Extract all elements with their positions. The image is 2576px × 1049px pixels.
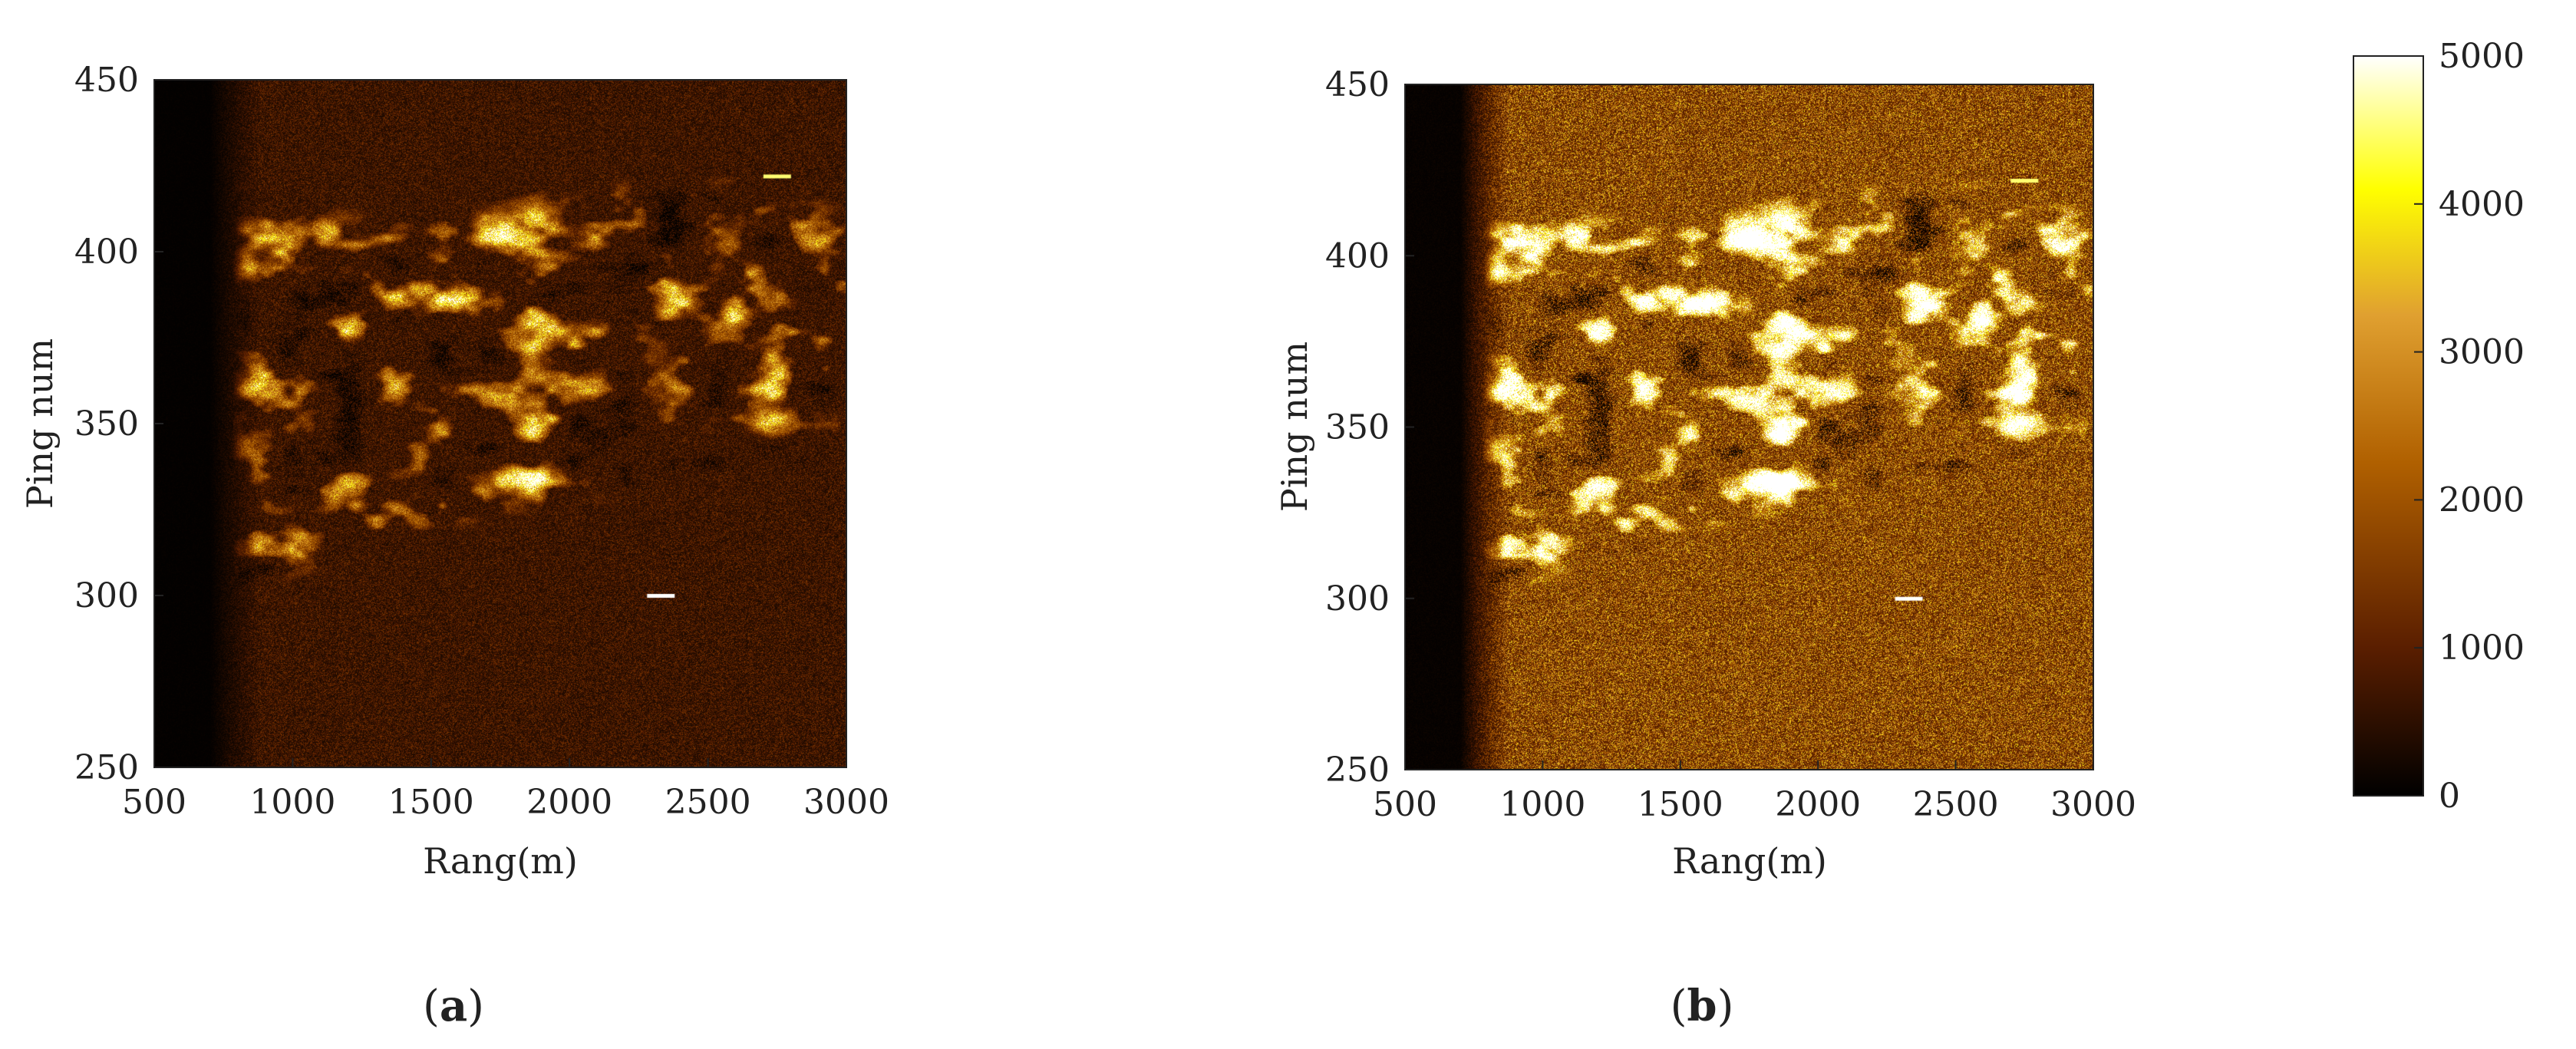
y-tick-label-b: 300 <box>1325 579 1390 619</box>
x-tick-label-b: 500 <box>1373 785 1437 824</box>
colorbar-tick-label: 1000 <box>2439 628 2525 668</box>
x-axis-title-b: Rang(m) <box>1672 840 1827 882</box>
colorbar-tick-label: 3000 <box>2439 333 2525 372</box>
y-tick-label-b: 350 <box>1325 408 1390 447</box>
panel-label-a: (a) <box>423 981 484 1031</box>
y-tick-label-a: 400 <box>74 233 139 272</box>
axes-a: 500 1000 1500 2000 2500 3000 250 300 350 400 450 <box>74 61 889 822</box>
x-tick-label-a: 2500 <box>665 783 751 822</box>
y-axis-title-a: Ping num <box>19 338 61 509</box>
colorbar-ticks: 0 1000 2000 3000 4000 5000 <box>2414 37 2525 816</box>
colorbar: 0 1000 2000 3000 4000 5000 <box>2353 37 2525 816</box>
colorbar-tick-label: 2000 <box>2439 480 2525 520</box>
y-axis-title-b: Ping num <box>1274 341 1315 512</box>
y-tick-label-a: 450 <box>74 61 139 100</box>
axes-b: 500 1000 1500 2000 2500 3000 250 300 350 400 450 <box>1325 65 2136 824</box>
x-tick-label-b: 2000 <box>1775 785 1861 824</box>
sonar-image-a <box>154 80 846 767</box>
colorbar-tick-label: 4000 <box>2439 185 2525 224</box>
panel-label-b: (b) <box>1671 981 1734 1031</box>
sonar-image-b <box>1405 84 2093 770</box>
y-tick-label-a: 350 <box>74 404 139 444</box>
x-tick-label-a: 3000 <box>803 783 889 822</box>
x-tick-label-b: 3000 <box>2050 785 2136 824</box>
sonar-panel-a: 500 1000 1500 2000 2500 3000 250 300 350 400 450 R… <box>19 61 889 1031</box>
x-tick-label-a: 2000 <box>526 783 612 822</box>
colorbar-tick-label: 5000 <box>2439 37 2525 76</box>
x-tick-label-b: 2500 <box>1913 785 1999 824</box>
x-tick-label-b: 1000 <box>1499 785 1585 824</box>
colorbar-tick-label: 0 <box>2439 777 2460 816</box>
y-tick-label-a: 250 <box>74 748 139 787</box>
colorbar-gradient <box>2353 55 2424 797</box>
y-tick-label-a: 300 <box>74 576 139 615</box>
x-tick-label-a: 1000 <box>249 783 335 822</box>
sonar-panel-b: 500 1000 1500 2000 2500 3000 250 300 350 400 450 R… <box>1274 65 2136 1031</box>
x-tick-label-a: 500 <box>122 783 186 822</box>
x-tick-label-b: 1500 <box>1638 785 1723 824</box>
y-tick-label-b: 400 <box>1325 236 1390 275</box>
x-tick-label-a: 1500 <box>388 783 474 822</box>
y-tick-label-b: 250 <box>1325 750 1390 790</box>
y-tick-label-b: 450 <box>1325 65 1390 104</box>
x-axis-title-a: Rang(m) <box>423 840 578 882</box>
